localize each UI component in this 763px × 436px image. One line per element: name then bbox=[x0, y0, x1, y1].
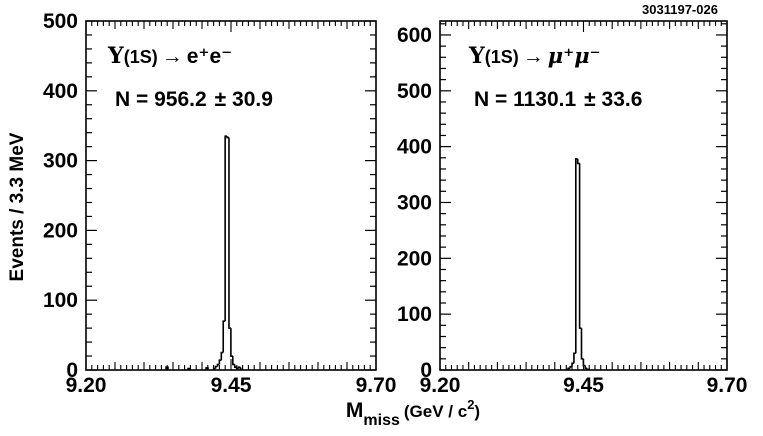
plot-frame bbox=[85, 20, 377, 371]
y-tick-label: 200 bbox=[43, 219, 78, 242]
x-tick-label: 9.70 bbox=[707, 374, 748, 397]
y-tick-label: 100 bbox=[43, 289, 78, 312]
yield-error: ± 30.9 bbox=[215, 88, 273, 111]
histogram-bin bbox=[205, 367, 209, 370]
yield-value: N = 1130.1 bbox=[474, 88, 576, 111]
upsilon-state: (1S) bbox=[485, 47, 519, 67]
histogram-bin bbox=[239, 367, 244, 371]
y-tick-label: 200 bbox=[397, 247, 432, 270]
x-axis-label-main: M bbox=[346, 399, 364, 422]
decay-products: e⁺e⁻ bbox=[187, 45, 233, 68]
histogram-bin bbox=[580, 328, 584, 360]
y-axis-label: Events / 3.3 MeV bbox=[7, 132, 28, 281]
histogram-bin bbox=[187, 367, 191, 370]
histogram-bins bbox=[165, 135, 244, 371]
yield-annotation: N = 956.2 ± 30.9 bbox=[115, 88, 273, 111]
histogram-bin bbox=[565, 368, 569, 371]
y-tick-label: 600 bbox=[397, 24, 432, 47]
x-axis-label-sub: miss bbox=[363, 412, 400, 429]
decay-arrow: → bbox=[162, 45, 183, 68]
histogram-bin bbox=[575, 158, 578, 354]
y-tick-label: 500 bbox=[43, 10, 78, 33]
x-tick-label: 9.45 bbox=[563, 374, 604, 397]
x-tick-label: 9.70 bbox=[356, 374, 397, 397]
x-tick-label: 9.20 bbox=[420, 374, 461, 397]
histogram-bin bbox=[569, 365, 573, 369]
y-tick-label: 300 bbox=[43, 150, 78, 173]
histogram-bin bbox=[230, 328, 233, 357]
y-tick-label: 300 bbox=[397, 191, 432, 214]
histogram-bin bbox=[584, 365, 588, 370]
yield-value: N = 956.2 bbox=[115, 88, 207, 111]
figure-id: 3031197-026 bbox=[642, 2, 718, 17]
panel-mumu: 0 100 200 300 400 500 600 9.20 9.45 9.70 Υ(1S) → μ… bbox=[397, 20, 748, 397]
plot-frame bbox=[439, 20, 728, 371]
y-tick-labels: 0 100 200 300 400 500 600 bbox=[397, 24, 432, 382]
histogram-bin bbox=[578, 163, 582, 329]
upsilon-symbol: Υ bbox=[107, 43, 124, 69]
y-tick-label: 400 bbox=[397, 136, 432, 159]
x-tick-label: 9.20 bbox=[66, 374, 107, 397]
y-tick-label: 100 bbox=[397, 303, 432, 326]
x-tick-labels: 9.20 9.45 9.70 bbox=[420, 374, 748, 397]
yield-annotation: N = 1130.1 ± 33.6 bbox=[474, 88, 642, 111]
histogram-bin bbox=[218, 359, 222, 365]
decay-arrow: → bbox=[523, 45, 544, 68]
y-tick-label: 400 bbox=[43, 80, 78, 103]
histogram-bin bbox=[571, 362, 574, 367]
histogram-bin bbox=[222, 320, 226, 353]
x-tick-label: 9.45 bbox=[211, 374, 252, 397]
histogram-bin bbox=[582, 358, 586, 367]
histogram-bin bbox=[220, 351, 224, 361]
histogram-bin bbox=[576, 158, 580, 165]
upsilon-state: (1S) bbox=[124, 47, 158, 67]
decay-annotation: Υ(1S) → e⁺e⁻ bbox=[107, 43, 232, 69]
y-tick-label: 500 bbox=[397, 80, 432, 103]
histogram-bin bbox=[165, 366, 169, 370]
y-tick-labels: 0 100 200 300 400 500 bbox=[43, 10, 78, 382]
tick-marks bbox=[439, 21, 728, 371]
histogram-bin bbox=[231, 356, 235, 366]
y-tick-label: 0 bbox=[420, 359, 432, 382]
histogram-bins bbox=[565, 158, 590, 371]
decay-products: μ⁺μ⁻ bbox=[548, 43, 601, 68]
histogram-bin bbox=[573, 352, 576, 364]
x-axis-label-unit-close: ) bbox=[474, 402, 480, 421]
x-axis-label-unit: (GeV / c bbox=[404, 402, 467, 421]
tick-marks bbox=[85, 20, 377, 371]
yield-error: ± 33.6 bbox=[584, 88, 642, 111]
histogram-bin bbox=[214, 365, 218, 369]
x-axis-label: Mmiss (GeV / c2) bbox=[346, 397, 480, 429]
x-tick-labels: 9.20 9.45 9.70 bbox=[66, 374, 397, 397]
panel-ee: 0 100 200 300 400 500 9.20 9.45 9.70 Υ(1S) → e⁺e⁻… bbox=[43, 10, 396, 397]
histogram-bin bbox=[228, 137, 231, 329]
histogram-bin bbox=[224, 135, 228, 322]
x-axis-label-unit-sup: 2 bbox=[467, 397, 474, 412]
histogram-bin bbox=[567, 367, 571, 370]
y-tick-label: 0 bbox=[66, 359, 78, 382]
histogram-bin bbox=[226, 136, 229, 139]
decay-annotation: Υ(1S) → μ⁺μ⁻ bbox=[468, 43, 601, 69]
upsilon-symbol: Υ bbox=[468, 43, 485, 69]
histogram-bin bbox=[586, 368, 590, 371]
